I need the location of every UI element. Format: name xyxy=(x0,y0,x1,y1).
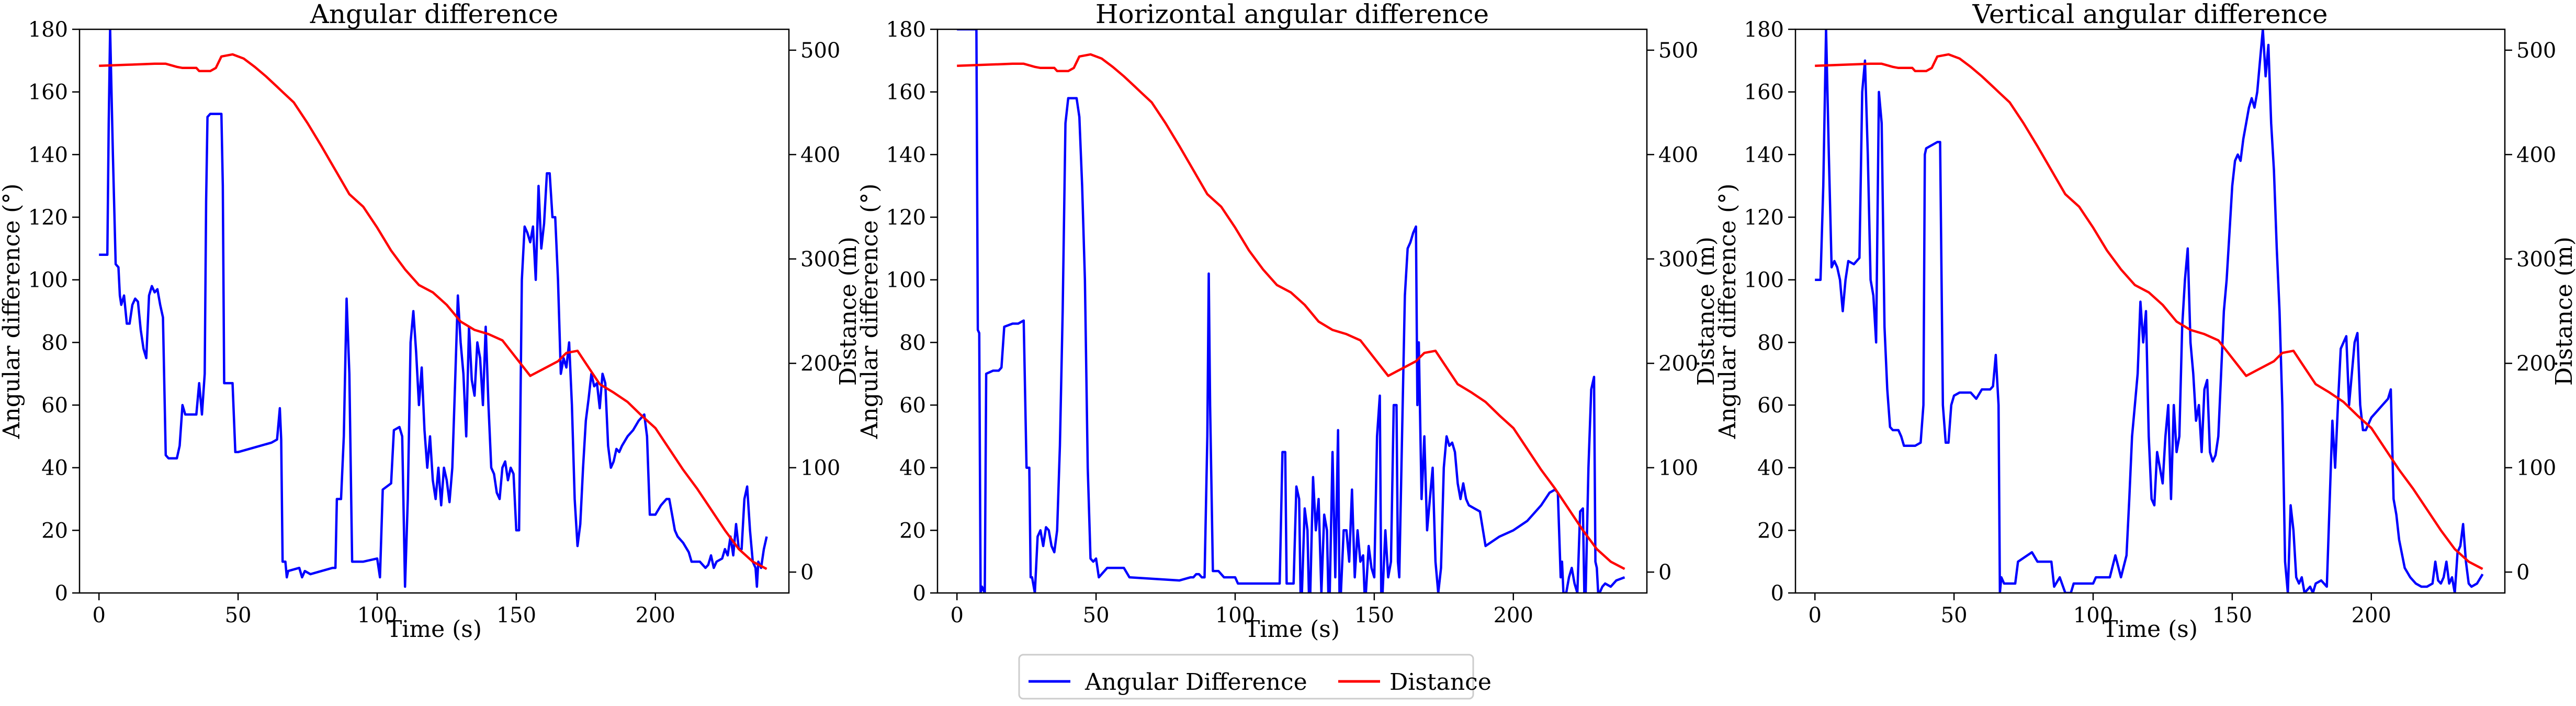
y-tick-label: 160 xyxy=(886,81,926,105)
y-tick-label: 60 xyxy=(899,394,926,418)
x-tick-label: 100 xyxy=(2073,603,2113,627)
x-tick-label: 0 xyxy=(92,603,105,627)
y-tick-label: 120 xyxy=(28,206,68,230)
y-tick-label: 140 xyxy=(886,143,926,167)
chart-panel-2: 0 50 100 150 200 0 20 40 60 80 100 120 140 160 180 0 100… xyxy=(856,0,1720,643)
x-tick-label: 50 xyxy=(1941,603,1968,627)
x-tick-label: 200 xyxy=(2352,603,2391,627)
y-tick-label: 80 xyxy=(1757,331,1784,355)
plot-frame xyxy=(78,28,790,594)
legend-label-distance: Distance xyxy=(1389,669,1492,696)
y-tick-label: 140 xyxy=(1744,143,1784,167)
y-axis-label: Angular difference (°) xyxy=(856,184,883,440)
y2-tick-label: 100 xyxy=(2516,456,2556,480)
y-axis-label: Angular difference (°) xyxy=(1714,184,1741,440)
y2-tick-label: 200 xyxy=(800,352,840,376)
y-tick-label: 40 xyxy=(41,456,68,480)
x-tick-label: 100 xyxy=(1215,603,1255,627)
y-tick-label: 100 xyxy=(28,268,68,293)
y-tick-label: 40 xyxy=(899,456,926,480)
chart-panel-1: 0 50 100 150 200 0 20 40 60 80 100 120 140 160 180 0 100… xyxy=(0,0,862,643)
series-line-distance xyxy=(957,53,1625,570)
y2-tick-label: 300 xyxy=(1658,248,1698,272)
x-tick-label: 0 xyxy=(1808,603,1821,627)
y2-tick-label: 200 xyxy=(1658,352,1698,376)
series-line-angular-difference xyxy=(1815,29,2484,593)
y2-tick-label: 500 xyxy=(1658,39,1698,63)
y-tick-label: 180 xyxy=(28,18,68,42)
y2-tick-label: 300 xyxy=(2516,248,2556,272)
y2-axis-label: Distance (m) xyxy=(835,237,862,386)
series-line-angular-difference xyxy=(99,29,768,588)
x-tick-label: 150 xyxy=(496,603,536,627)
y2-tick-label: 0 xyxy=(800,561,814,585)
legend-label-angular-difference: Angular Difference xyxy=(1084,669,1307,696)
y-tick-label: 0 xyxy=(55,581,68,606)
y-tick-label: 60 xyxy=(41,394,68,418)
y-tick-label: 80 xyxy=(899,331,926,355)
y-tick-label: 100 xyxy=(1744,268,1784,293)
x-axis-label: Time (s) xyxy=(2103,616,2198,643)
y2-tick-label: 0 xyxy=(2516,561,2529,585)
x-tick-label: 200 xyxy=(1494,603,1533,627)
y-tick-label: 20 xyxy=(1757,519,1784,543)
series-line-angular-difference xyxy=(957,29,1625,593)
y2-tick-label: 100 xyxy=(800,456,840,480)
series-line-distance xyxy=(99,53,767,570)
chart-title: Angular difference xyxy=(310,0,559,29)
x-tick-label: 50 xyxy=(1083,603,1110,627)
legend-frame xyxy=(1018,654,1474,700)
y-tick-label: 60 xyxy=(1757,394,1784,418)
y-tick-label: 40 xyxy=(1757,456,1784,480)
y-tick-label: 180 xyxy=(1744,18,1784,42)
chart-title: Vertical angular difference xyxy=(1972,0,2328,29)
x-tick-label: 0 xyxy=(950,603,963,627)
y2-tick-label: 500 xyxy=(2516,39,2556,63)
y2-axis-label: Distance (m) xyxy=(1693,237,1720,386)
y-tick-label: 0 xyxy=(913,581,926,606)
y-tick-label: 160 xyxy=(1744,81,1784,105)
y-axis-label: Angular difference (°) xyxy=(0,184,25,440)
chart-title: Horizontal angular difference xyxy=(1095,0,1489,29)
y2-tick-label: 400 xyxy=(1658,143,1698,167)
y2-tick-label: 500 xyxy=(800,39,840,63)
y2-tick-label: 200 xyxy=(2516,352,2556,376)
y-tick-label: 120 xyxy=(1744,206,1784,230)
plot-frame xyxy=(1794,28,2506,594)
y2-tick-label: 0 xyxy=(1658,561,1671,585)
x-axis-label: Time (s) xyxy=(1245,616,1340,643)
series-line-distance xyxy=(1815,53,2483,570)
y-tick-label: 100 xyxy=(886,268,926,293)
y2-tick-label: 400 xyxy=(800,143,840,167)
y2-axis-label: Distance (m) xyxy=(2551,237,2576,386)
x-axis-label: Time (s) xyxy=(387,616,482,643)
y-tick-label: 20 xyxy=(899,519,926,543)
x-tick-label: 150 xyxy=(2212,603,2252,627)
x-tick-label: 150 xyxy=(1354,603,1394,627)
y-tick-label: 120 xyxy=(886,206,926,230)
x-tick-label: 200 xyxy=(636,603,675,627)
y-tick-label: 180 xyxy=(886,18,926,42)
y2-tick-label: 300 xyxy=(800,248,840,272)
y-tick-label: 140 xyxy=(28,143,68,167)
chart-panel-3: 0 50 100 150 200 0 20 40 60 80 100 120 140 160 180 0 100… xyxy=(1714,0,2576,643)
x-tick-label: 50 xyxy=(225,603,252,627)
y2-tick-label: 100 xyxy=(1658,456,1698,480)
legend: Angular Difference Distance xyxy=(1018,654,1492,700)
y2-tick-label: 400 xyxy=(2516,143,2556,167)
y-tick-label: 80 xyxy=(41,331,68,355)
y-tick-label: 20 xyxy=(41,519,68,543)
y-tick-label: 160 xyxy=(28,81,68,105)
y-tick-label: 0 xyxy=(1771,581,1784,606)
plot-frame xyxy=(936,28,1648,594)
x-tick-label: 100 xyxy=(357,603,397,627)
